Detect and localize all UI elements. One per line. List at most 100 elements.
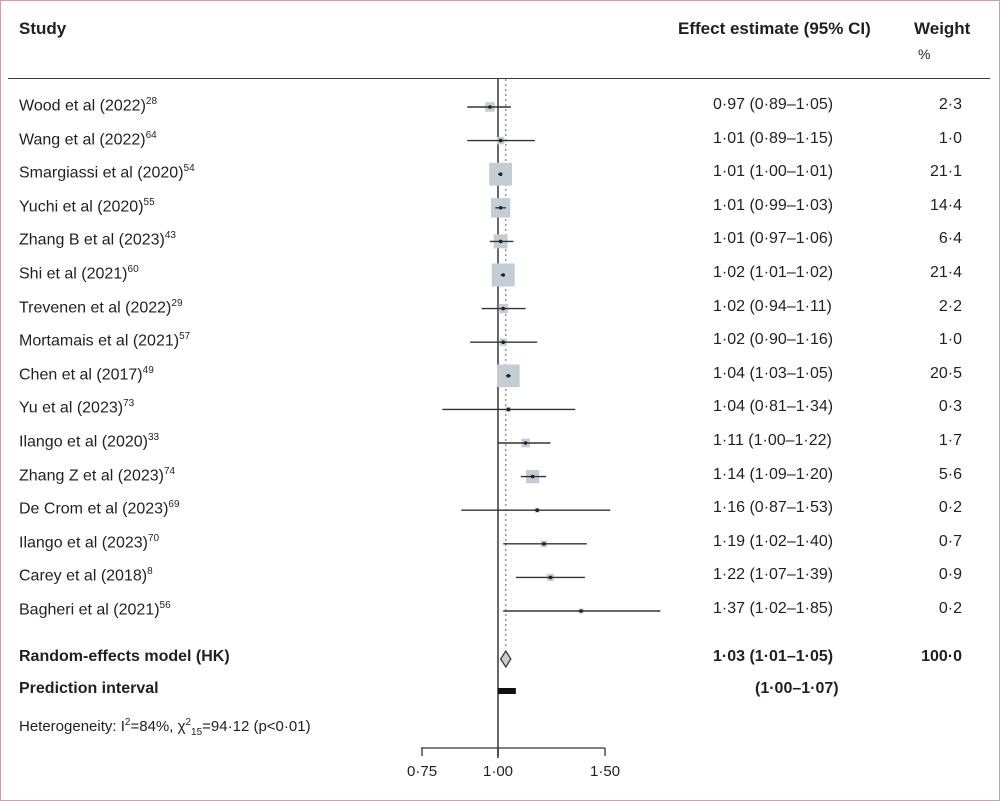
- study-name: Yu et al (2023): [19, 399, 124, 417]
- study-label: Yuchi et al (2020)55: [19, 197, 155, 216]
- study-label: Mortamais et al (2021)57: [19, 331, 190, 350]
- study-weight-text: 0·2: [938, 600, 962, 617]
- study-ci-text: 1·01 (1·00–1·01): [713, 163, 834, 181]
- study-name: Ilango et al (2020): [19, 433, 148, 451]
- study-ci-text: 0·97 (0·89–1·05): [713, 96, 834, 113]
- study-ci-text: 1·04 (1·03–1·05): [713, 364, 834, 382]
- study-weight-text: 1·7: [938, 432, 962, 449]
- study-ci-text: 1·02 (0·90–1·16): [713, 331, 834, 349]
- study-weight-text: 0·3: [938, 398, 962, 416]
- study-ci-text: 1·22 (1·07–1·39): [713, 566, 834, 584]
- study-point: [506, 407, 511, 412]
- header-weight-unit: %: [918, 46, 931, 62]
- study-label: De Crom et al (2023)69: [19, 499, 180, 518]
- study-reference: 60: [127, 264, 139, 275]
- study-ci-text: 1·01 (0·89–1·15): [713, 129, 834, 147]
- study-weight-text: 5·6: [938, 465, 962, 483]
- x-tick-label: 0·75: [407, 763, 438, 780]
- study-label: Zhang Z et al (2023)74: [19, 466, 175, 485]
- study-name: Wood et al (2022): [19, 97, 146, 115]
- prediction-ci-text: (1·00–1·07): [755, 680, 839, 697]
- study-label: Wang et al (2022)64: [19, 130, 157, 149]
- study-point: [579, 609, 583, 613]
- prediction-interval-bar: [498, 688, 516, 694]
- study-ci-text: 1·01 (0·97–1·06): [713, 230, 834, 248]
- study-name: Zhang B et al (2023): [19, 231, 165, 249]
- study-reference: 33: [147, 432, 160, 443]
- study-name: Mortamais et al (2021): [19, 332, 180, 350]
- study-point: [498, 239, 503, 244]
- study-reference: 54: [183, 163, 195, 175]
- study-name: Shi et al (2021): [19, 265, 128, 283]
- study-name: De Crom et al (2023): [19, 500, 169, 518]
- study-name: Zhang Z et al (2023): [19, 466, 164, 484]
- study-point: [498, 206, 503, 210]
- study-ci-text: 1·04 (0·81–1·34): [713, 398, 834, 416]
- header-effect-estimate: Effect estimate (95% CI): [678, 19, 871, 38]
- study-reference: 8: [147, 566, 153, 578]
- study-reference: 57: [179, 331, 191, 343]
- study-weight-text: 0·7: [938, 532, 962, 550]
- pooled-weight-text: 100·0: [921, 648, 962, 665]
- study-ci-text: 1·14 (1·09–1·20): [713, 465, 834, 483]
- x-tick-label: 1·50: [590, 763, 621, 780]
- study-weight-text: 20·5: [929, 364, 962, 382]
- study-weight-text: 21·1: [929, 163, 962, 181]
- study-name: Wang et al (2022): [19, 130, 146, 148]
- study-ci-text: 1·01 (0·99–1·03): [713, 196, 834, 214]
- study-weight-text: 2·2: [938, 297, 962, 315]
- study-label: Zhang B et al (2023)43: [19, 230, 176, 249]
- study-ci-text: 1·16 (0·87–1·53): [713, 499, 834, 517]
- study-point: [501, 306, 506, 311]
- study-reference: 73: [123, 398, 135, 410]
- study-weight-text: 1·0: [938, 129, 962, 147]
- study-weight-text: 14·4: [929, 196, 962, 214]
- pooled-label: Random-effects model (HK): [19, 648, 230, 665]
- study-ci-text: 1·37 (1·02–1·85): [713, 600, 834, 617]
- study-ci-text: 1·02 (0·94–1·11): [713, 297, 832, 315]
- study-name: Ilango et al (2023): [19, 534, 148, 552]
- study-point: [535, 508, 539, 512]
- x-tick-label: 1·00: [482, 763, 514, 780]
- study-name: Smargiassi et al (2020): [19, 164, 184, 182]
- study-reference: 69: [168, 499, 180, 511]
- study-weight-text: 0·2: [938, 499, 962, 517]
- study-reference: 70: [147, 532, 160, 544]
- study-label: Chen et al (2017)49: [19, 365, 154, 384]
- study-label: Ilango et al (2020)33: [19, 432, 159, 451]
- study-point: [530, 474, 535, 479]
- study-reference: 56: [159, 600, 171, 611]
- study-label: Wood et al (2022)28: [19, 96, 157, 115]
- study-point: [501, 273, 506, 277]
- study-weight-text: 1·0: [938, 331, 962, 349]
- study-reference: 49: [142, 364, 154, 376]
- header-rule: [8, 78, 990, 79]
- study-reference: 74: [163, 465, 176, 477]
- study-reference: 64: [145, 129, 157, 141]
- study-ci-text: 1·11 (1·00–1·22): [713, 432, 832, 449]
- study-point: [498, 138, 503, 143]
- study-name: Bagheri et al (2021): [19, 601, 160, 619]
- study-name: Yuchi et al (2020): [19, 198, 144, 216]
- study-reference: 55: [143, 196, 155, 208]
- study-weight-text: 6·4: [938, 230, 962, 248]
- study-point: [542, 542, 546, 546]
- study-name: Chen et al (2017): [19, 366, 143, 384]
- study-label: Carey et al (2018)8: [19, 566, 153, 585]
- heterogeneity-text: Heterogeneity: I2=84%, χ215=94·12 (p<0·0…: [19, 717, 311, 738]
- study-label: Ilango et al (2023)70: [19, 533, 159, 552]
- pooled-diamond: [499, 649, 512, 669]
- study-label: Bagheri et al (2021)56: [19, 600, 171, 619]
- study-label: Yu et al (2023)73: [19, 398, 134, 417]
- study-label: Shi et al (2021)60: [19, 264, 139, 283]
- study-point: [488, 105, 492, 109]
- study-weight-text: 2·3: [938, 96, 962, 113]
- study-weight-text: 21·4: [929, 264, 962, 281]
- study-label: Smargiassi et al (2020)54: [19, 163, 195, 182]
- study-weight-text: 0·9: [938, 566, 962, 584]
- study-point: [548, 575, 553, 580]
- pooled-ci-text: 1·03 (1·01–1·05): [713, 648, 834, 665]
- study-name: Trevenen et al (2022): [19, 298, 172, 316]
- study-point: [498, 172, 503, 176]
